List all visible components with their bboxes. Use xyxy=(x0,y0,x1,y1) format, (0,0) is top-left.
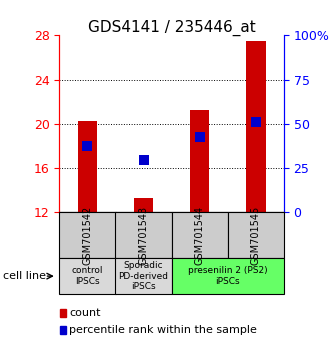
Text: cell line: cell line xyxy=(3,271,46,281)
Point xyxy=(253,119,258,125)
Point xyxy=(85,143,90,149)
Text: GSM701545: GSM701545 xyxy=(251,206,261,265)
Text: Sporadic
PD-derived
iPSCs: Sporadic PD-derived iPSCs xyxy=(118,261,169,291)
Text: GSM701544: GSM701544 xyxy=(195,206,205,265)
Text: count: count xyxy=(69,308,101,318)
Bar xyxy=(134,198,153,212)
Text: control
IPSCs: control IPSCs xyxy=(72,267,103,286)
Bar xyxy=(246,41,266,212)
Text: GSM701542: GSM701542 xyxy=(82,206,92,265)
Bar xyxy=(78,121,97,212)
Text: GSM701543: GSM701543 xyxy=(139,206,148,265)
Text: percentile rank within the sample: percentile rank within the sample xyxy=(69,325,257,335)
Point xyxy=(141,158,146,163)
Text: GDS4141 / 235446_at: GDS4141 / 235446_at xyxy=(88,19,255,36)
Bar xyxy=(190,109,210,212)
Text: presenilin 2 (PS2)
iPSCs: presenilin 2 (PS2) iPSCs xyxy=(188,267,268,286)
Point xyxy=(197,134,202,140)
